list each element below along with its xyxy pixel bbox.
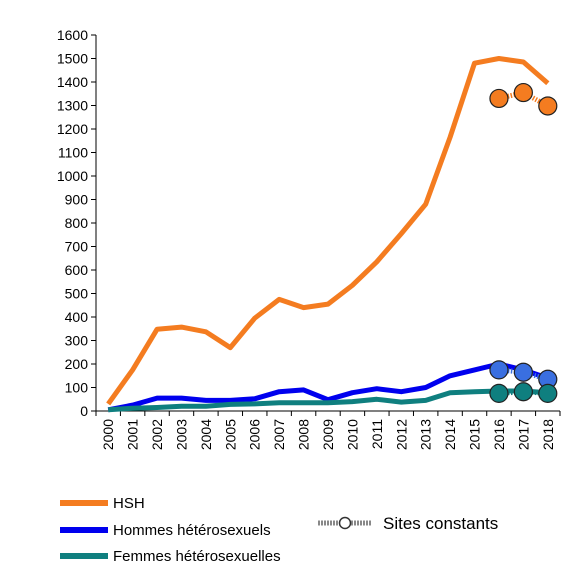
y-tick-label: 600 <box>65 262 89 278</box>
constant-sites-marker <box>538 96 558 116</box>
series-lines <box>106 56 550 413</box>
y-tick-label: 700 <box>65 239 89 255</box>
x-tick-label: 2010 <box>344 419 360 450</box>
x-tick-label: 2004 <box>198 419 214 450</box>
x-tick-label: 2015 <box>467 419 483 450</box>
x-tick-label: 2012 <box>393 419 409 450</box>
y-tick-label: 200 <box>65 356 89 372</box>
series-line-hsh <box>106 56 550 406</box>
y-tick-label: 100 <box>65 380 89 396</box>
x-tick-label: 2016 <box>491 419 507 450</box>
constant-sites-marker <box>489 360 509 380</box>
x-tick-label: 2018 <box>540 419 556 450</box>
x-tick-label: 2008 <box>296 419 312 450</box>
series-line-femmes-heterosexuelles <box>108 388 548 413</box>
legend-label-sites-constants: Sites constants <box>383 514 498 533</box>
legend: HSH Hommes hétérosexuels Femmes hétérose… <box>60 495 498 565</box>
constant-sites-marker <box>513 82 533 103</box>
x-tick-label: 2006 <box>247 419 263 450</box>
constant-sites-marker <box>538 383 558 403</box>
y-tick-label: 0 <box>80 403 88 419</box>
x-tick-label: 2017 <box>515 419 531 450</box>
y-tick-label: 900 <box>65 192 89 208</box>
constant-sites-marker <box>489 88 509 109</box>
chart-axes <box>95 35 560 412</box>
y-tick-label: 1100 <box>58 145 88 161</box>
y-tick-label: 400 <box>65 309 89 325</box>
x-tick-label: 2005 <box>222 419 238 450</box>
x-tick-label: 2000 <box>100 419 116 450</box>
x-tick-label: 2007 <box>271 419 287 450</box>
legend-label-hsh: HSH <box>113 495 145 512</box>
y-tick-label: 1200 <box>57 121 88 137</box>
constant-sites-marker <box>489 383 509 403</box>
y-axis-ticks: 0 100 200 300 400 500 600 700 800 900 1000 1100 1200… <box>57 27 96 419</box>
constant-sites-marker <box>513 382 533 402</box>
y-tick-label: 500 <box>65 286 89 302</box>
legend-label-femmes-heterosexuelles: Femmes hétérosexuelles <box>113 548 281 565</box>
x-tick-label: 2003 <box>173 419 189 450</box>
y-tick-label: 1500 <box>57 51 88 67</box>
x-tick-label: 2014 <box>442 419 458 450</box>
y-tick-label: 800 <box>65 215 89 231</box>
constant-sites-markers <box>489 82 558 403</box>
y-tick-label: 1300 <box>57 98 88 114</box>
y-tick-label: 1600 <box>57 27 88 43</box>
constant-sites-marker <box>513 362 533 382</box>
series-line-hommes-heterosexuels <box>107 361 549 413</box>
x-axis-ticks: 2000 2001 2002 2003 2004 2005 2006 2007 2008 2009… <box>95 411 561 450</box>
x-tick-label: 2002 <box>149 419 165 450</box>
x-tick-label: 2009 <box>320 419 336 450</box>
legend-marker-sites-constants <box>338 516 352 530</box>
x-tick-label: 2011 <box>369 419 385 449</box>
x-tick-label: 2013 <box>418 419 434 450</box>
legend-label-hommes-heterosexuels: Hommes hétérosexuels <box>113 522 271 539</box>
y-tick-label: 1400 <box>57 74 88 90</box>
x-tick-label: 2001 <box>125 419 141 450</box>
y-tick-label: 300 <box>65 333 89 349</box>
y-tick-label: 1000 <box>57 168 88 184</box>
